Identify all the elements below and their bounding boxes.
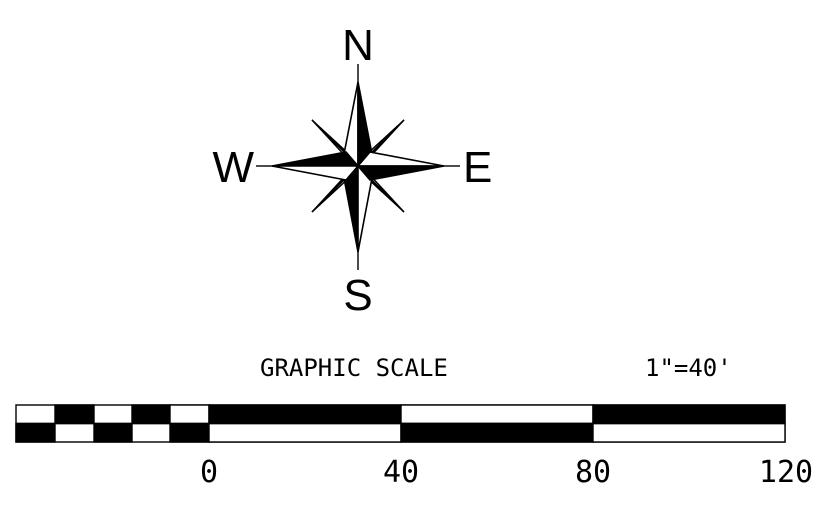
compass-label-west: W xyxy=(212,143,254,192)
compass-lead-lines xyxy=(256,64,460,270)
scale-title: GRAPHIC SCALE xyxy=(260,354,448,382)
scale-bar xyxy=(15,404,786,443)
compass-label-north: N xyxy=(342,21,374,70)
scale-label-40: 40 xyxy=(383,455,419,490)
scale-ratio: 1"=40' xyxy=(645,354,732,382)
scale-label-0: 0 xyxy=(200,455,218,490)
east-point-bottom xyxy=(356,165,445,181)
graphic-scale: GRAPHIC SCALE 1"=40' xyxy=(15,354,813,490)
compass-label-east: E xyxy=(463,143,492,192)
scale-label-80: 80 xyxy=(575,455,611,490)
west-point-bottom xyxy=(271,165,360,181)
west-point-top xyxy=(271,151,360,167)
east-point-top xyxy=(356,151,445,167)
compass-cardinal-points xyxy=(271,81,445,253)
compass-label-south: S xyxy=(343,271,372,320)
compass-rose: N S E W xyxy=(212,21,492,320)
scale-label-120: 120 xyxy=(759,455,813,490)
